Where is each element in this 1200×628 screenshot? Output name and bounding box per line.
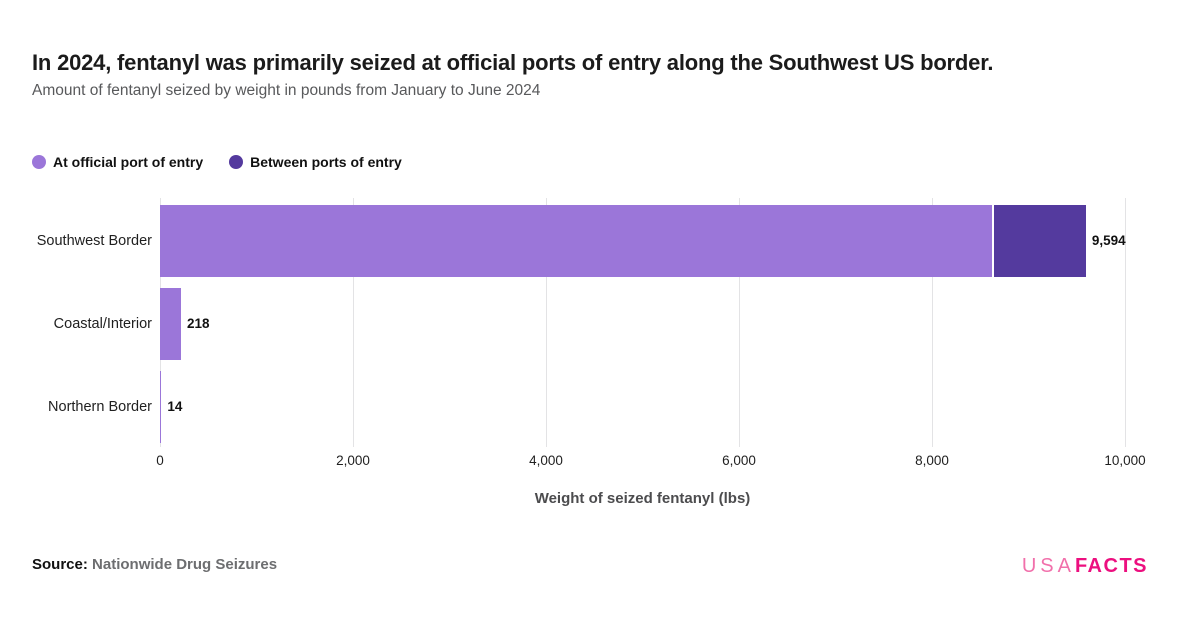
source-line: Source: Nationwide Drug Seizures: [32, 556, 277, 573]
usafacts-logo-facts: FACTS: [1074, 555, 1148, 577]
gridline-x-10000: [1124, 198, 1126, 447]
category-label: Coastal/Interior: [53, 316, 152, 332]
category-label: Southwest Border: [36, 233, 152, 249]
gridline-x-8000: [931, 198, 933, 447]
x-tick-label: 10,000: [1104, 453, 1146, 468]
usafacts-logo: USAFACTS: [1022, 555, 1148, 577]
category-label: Northern Border: [48, 399, 152, 415]
legend-swatch-light-purple-icon: [32, 155, 46, 169]
bar-segment-at-official-port[interactable]: [160, 205, 992, 277]
bar-total-label: 218: [187, 316, 210, 331]
legend: At official port of entry Between ports …: [32, 154, 402, 170]
legend-label: Between ports of entry: [250, 154, 402, 170]
bar-total-label: 14: [167, 399, 183, 414]
bar-segment-at-official-port[interactable]: [160, 288, 182, 360]
x-tick-label: 6,000: [722, 453, 756, 468]
legend-label: At official port of entry: [53, 154, 204, 170]
gridline-x-4000: [545, 198, 547, 447]
legend-item-at-official-port[interactable]: At official port of entry: [32, 154, 203, 170]
bar-segment-between-ports[interactable]: [993, 205, 1086, 277]
usafacts-logo-usa: USA: [1021, 555, 1075, 577]
x-tick-label: 2,000: [336, 453, 370, 468]
bar-row: [160, 288, 182, 360]
legend-item-between-ports[interactable]: Between ports of entry: [229, 154, 402, 170]
bar-row: [160, 371, 162, 443]
chart-title: In 2024, fentanyl was primarily seized a…: [32, 50, 994, 75]
legend-swatch-dark-purple-icon: [229, 155, 244, 169]
bar-total-label: 9,594: [1091, 233, 1126, 248]
x-tick-label: 4,000: [529, 453, 563, 468]
x-tick-label: 0: [156, 453, 164, 468]
source-label: Source:: [32, 556, 88, 573]
source-link[interactable]: Nationwide Drug Seizures: [92, 556, 278, 573]
chart-subtitle: Amount of fentanyl seized by weight in p…: [32, 82, 541, 99]
bar-row: [160, 205, 1086, 277]
gridline-x-6000: [738, 198, 740, 447]
bar-segment-at-official-port[interactable]: [160, 371, 162, 443]
gridline-x-2000: [352, 198, 354, 447]
x-axis-title: Weight of seized fentanyl (lbs): [534, 490, 751, 507]
x-tick-label: 8,000: [915, 453, 949, 468]
